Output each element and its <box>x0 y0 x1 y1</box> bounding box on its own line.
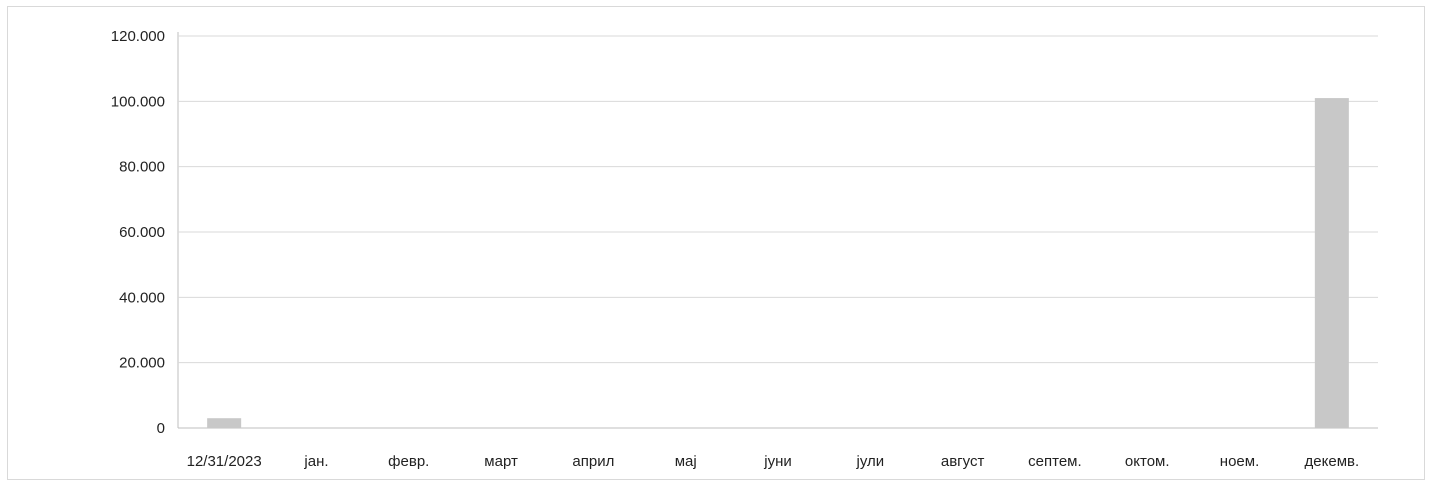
x-tick-label: септем. <box>1028 453 1082 470</box>
x-tick-label: октом. <box>1125 453 1170 470</box>
x-tick-label: април <box>572 453 614 470</box>
x-tick-label: февр. <box>388 453 429 470</box>
x-axis-ticks: 12/31/2023 јан. февр. март април мај јуни јули а… <box>187 453 1360 470</box>
y-axis-ticks: 0 20.000 40.000 60.000 80.000 100.000 120.000 <box>111 28 165 437</box>
y-tick-label: 40.000 <box>119 289 165 306</box>
x-tick-label: јуни <box>763 453 792 470</box>
y-tick-label: 20.000 <box>119 355 165 372</box>
x-tick-label: мај <box>675 453 697 470</box>
x-tick-label: ноем. <box>1220 453 1259 470</box>
x-tick-label: јан. <box>303 453 328 470</box>
chart-frame <box>7 6 1425 480</box>
bar <box>207 418 242 428</box>
x-tick-label: март <box>484 453 518 470</box>
bars <box>207 98 1349 429</box>
y-tick-label: 120.000 <box>111 28 165 45</box>
bar <box>1314 98 1349 429</box>
gridlines <box>177 32 1378 429</box>
x-tick-label: август <box>941 453 985 470</box>
x-tick-label: декемв. <box>1305 453 1360 470</box>
y-tick-label: 60.000 <box>119 224 165 241</box>
x-tick-label: јули <box>855 453 884 470</box>
y-tick-label: 0 <box>157 420 165 437</box>
x-tick-label: 12/31/2023 <box>187 453 262 470</box>
y-tick-label: 100.000 <box>111 93 165 110</box>
y-tick-label: 80.000 <box>119 159 165 176</box>
